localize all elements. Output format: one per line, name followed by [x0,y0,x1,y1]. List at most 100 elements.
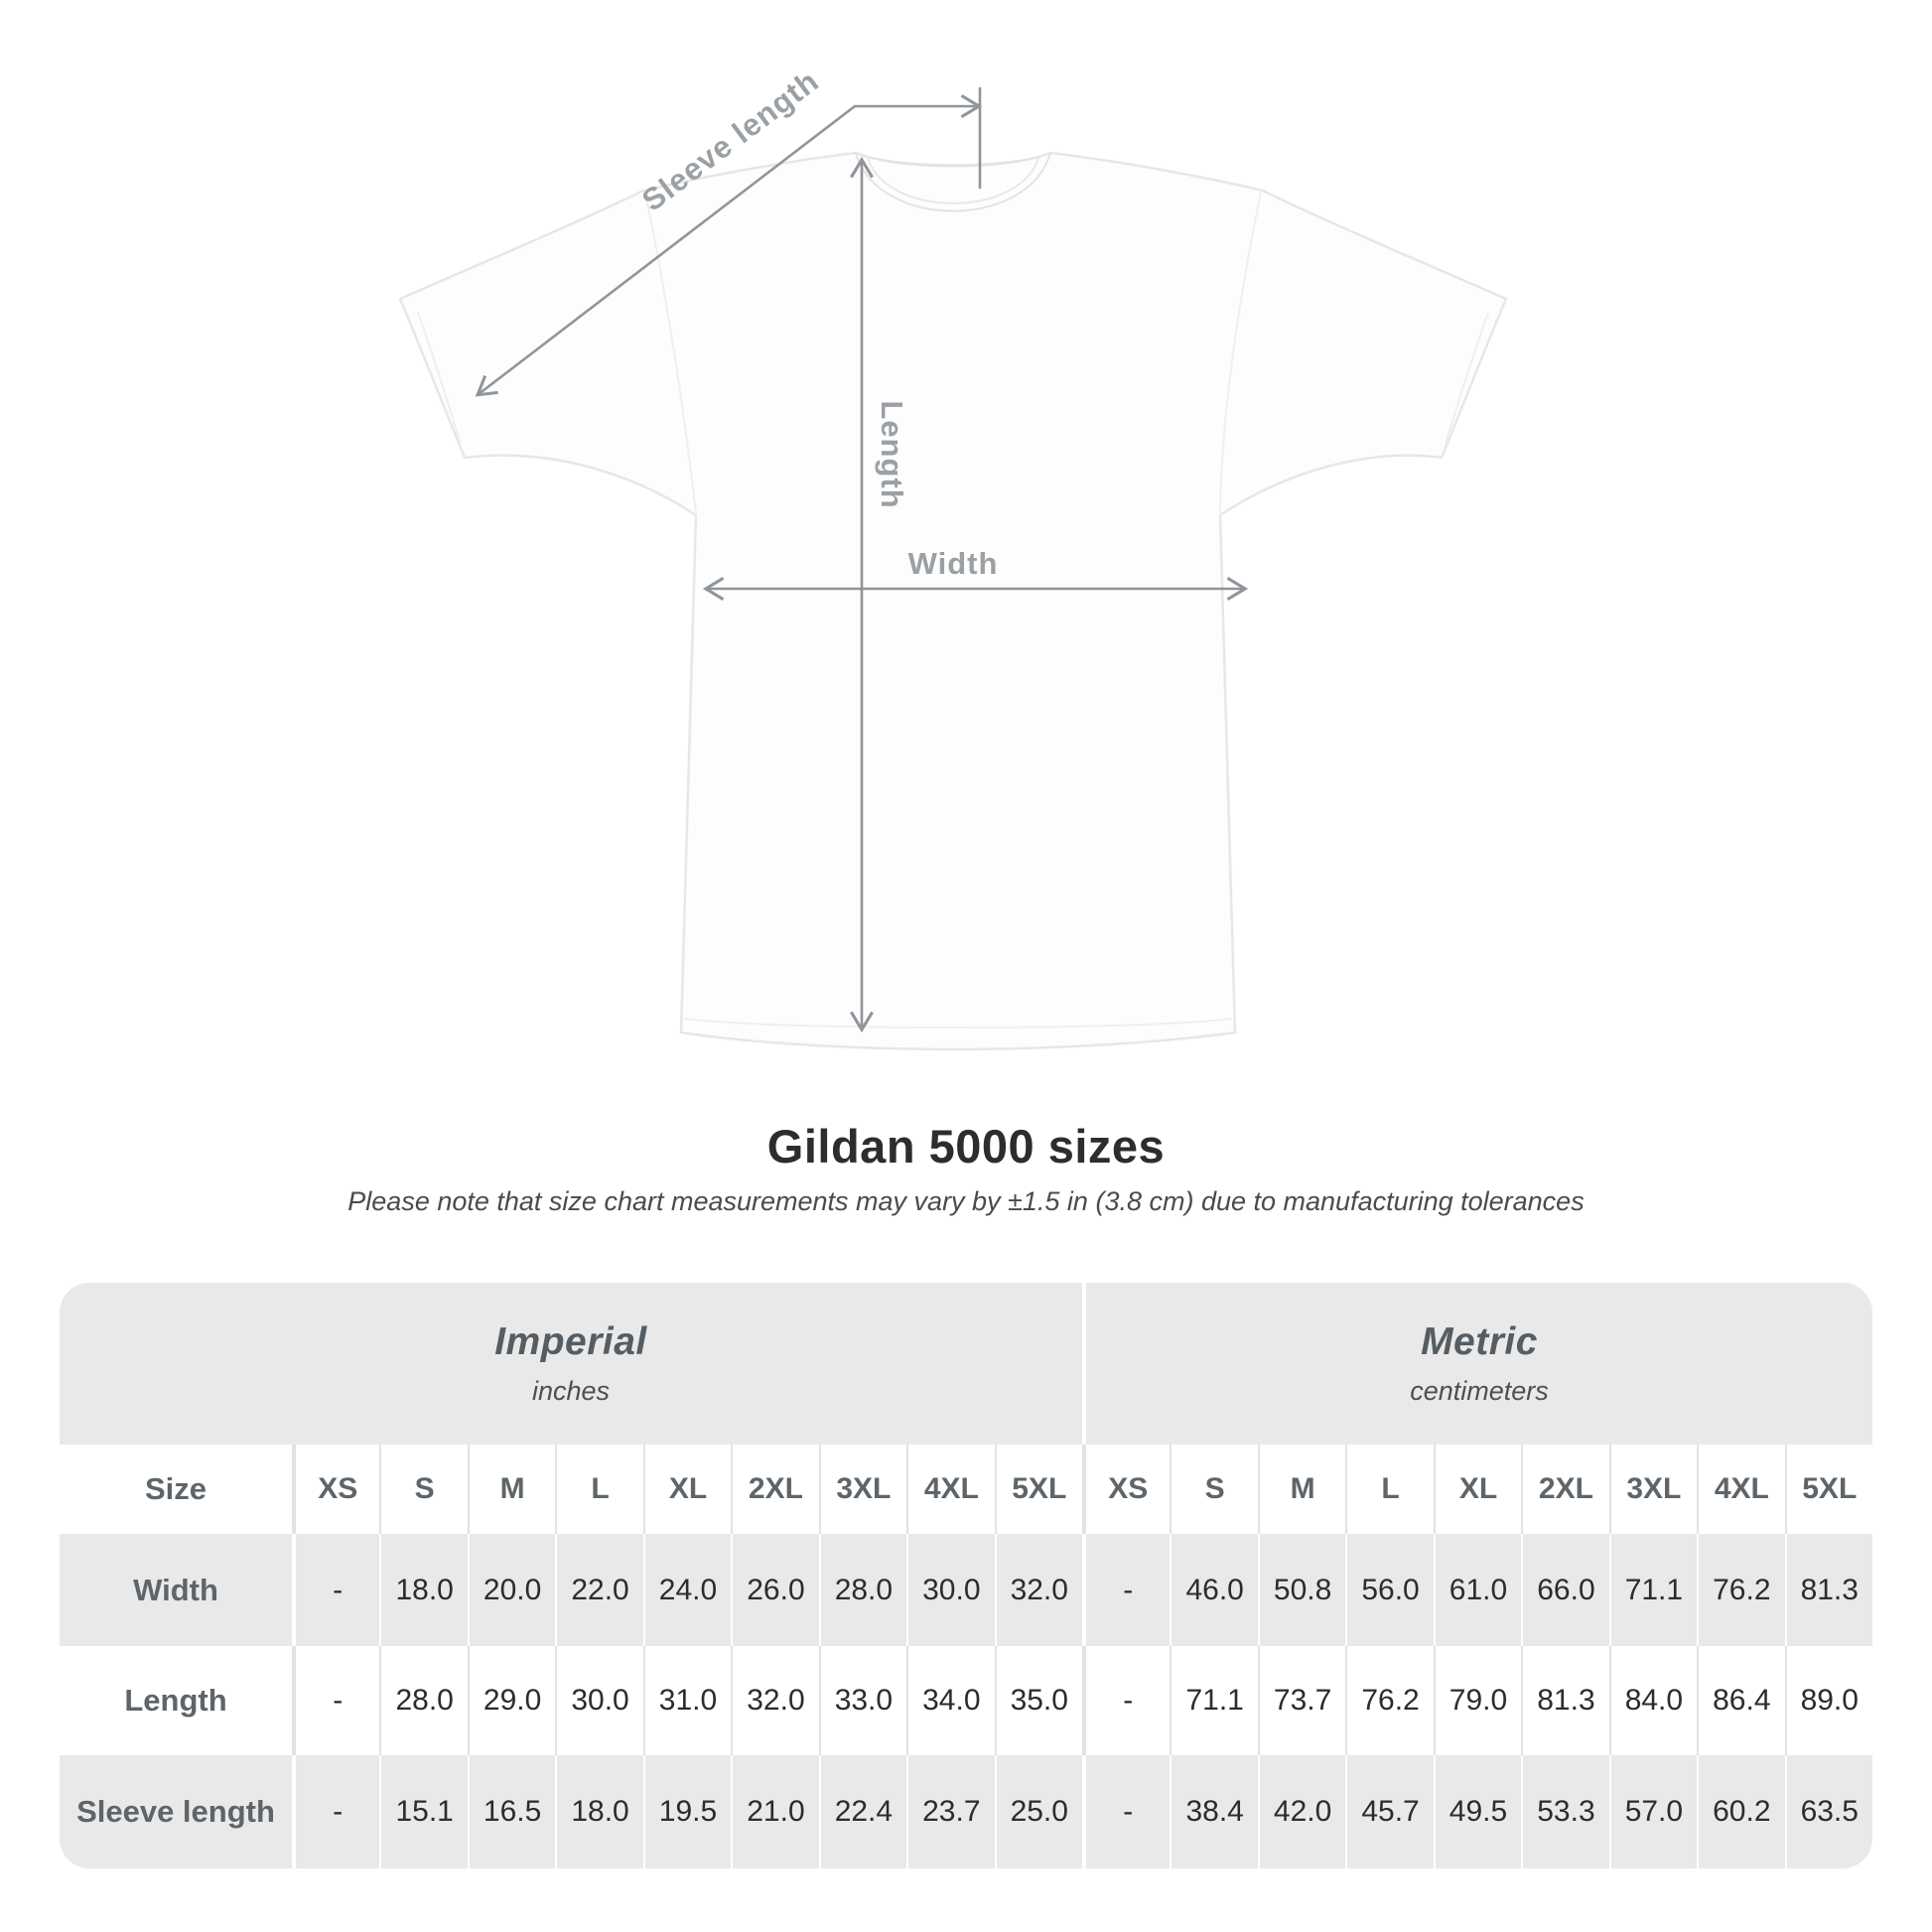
tolerance-note: Please note that size chart measurements… [347,1186,1585,1216]
tshirt-left-cuff-stitch [417,312,462,445]
size-cell: XL [642,1445,731,1534]
size-header-row: Size XS S M L XL 2XL 3XL 4XL 5XL XS S M … [60,1445,1872,1534]
value-cell: 23.7 [906,1755,994,1868]
row-label: Width [133,1572,218,1607]
length-label: Length [875,400,909,508]
size-cell: XS [1081,1445,1170,1534]
value-cell: 61.0 [1433,1534,1521,1646]
value-cell: 26.0 [731,1534,818,1646]
value-cell: - [1081,1534,1170,1646]
value-cell: 89.0 [1784,1646,1872,1755]
value-cell: - [1081,1755,1170,1868]
value-cell: 45.7 [1345,1755,1433,1868]
value-cell: 16.5 [467,1755,555,1868]
size-column-header: Size [144,1471,207,1506]
value-cell: 60.2 [1697,1755,1784,1868]
value-cell: 73.7 [1257,1646,1345,1755]
tshirt-drawing [398,151,1508,1051]
value-cell: 22.0 [555,1534,642,1646]
size-cell: M [467,1445,555,1534]
size-cell: 5XL [994,1445,1082,1534]
value-cell: 28.0 [818,1534,906,1646]
value-cell: 66.0 [1521,1534,1608,1646]
value-cell: 30.0 [906,1534,994,1646]
size-chart-table: Imperial inches Metric centimeters Size … [60,1283,1872,1868]
size-cell: S [1170,1445,1257,1534]
value-cell: 35.0 [994,1646,1082,1755]
value-cell: 18.0 [555,1755,642,1868]
tshirt-right-cuff-stitch [1445,312,1489,445]
imperial-group-title: Imperial [494,1320,647,1363]
value-cell: 21.0 [731,1755,818,1868]
unit-group-row: Imperial inches Metric centimeters [60,1283,1872,1445]
value-cell: 81.3 [1784,1534,1872,1646]
value-cell: 24.0 [642,1534,731,1646]
value-cell: 84.0 [1608,1646,1697,1755]
tshirt-hem-stitch [683,1018,1233,1029]
imperial-group-unit: inches [531,1376,611,1406]
value-cell: - [292,1646,379,1755]
table-row-width: Width - 18.0 20.0 22.0 24.0 26.0 28.0 30… [60,1534,1872,1646]
value-cell: 25.0 [994,1755,1082,1868]
value-cell: 81.3 [1521,1646,1608,1755]
value-cell: - [292,1534,379,1646]
value-cell: 79.0 [1433,1646,1521,1755]
row-label: Sleeve length [76,1794,275,1829]
value-cell: 19.5 [642,1755,731,1868]
value-cell: 32.0 [994,1534,1082,1646]
size-cell: 2XL [1521,1445,1608,1534]
size-cell: 3XL [1608,1445,1697,1534]
value-cell: 71.1 [1608,1534,1697,1646]
size-cell: M [1257,1445,1345,1534]
size-cell: XL [1433,1445,1521,1534]
sleeve-length-arrow [475,94,983,397]
value-cell: 49.5 [1433,1755,1521,1868]
page-title: Gildan 5000 sizes [766,1120,1166,1173]
metric-group-header: Metric centimeters [1082,1283,1872,1445]
value-cell: 30.0 [555,1646,642,1755]
table-row-sleeve-length: Sleeve length - 15.1 16.5 18.0 19.5 21.0… [60,1755,1872,1868]
value-cell: - [292,1755,379,1868]
tshirt-body [398,151,1508,1051]
table-row-length: Length - 28.0 29.0 30.0 31.0 32.0 33.0 3… [60,1646,1872,1755]
value-cell: 29.0 [467,1646,555,1755]
size-cell: 4XL [1697,1445,1784,1534]
value-cell: 15.1 [379,1755,467,1868]
size-cell: 5XL [1784,1445,1872,1534]
value-cell: 18.0 [379,1534,467,1646]
width-label: Width [908,546,999,581]
size-cell: 3XL [818,1445,906,1534]
value-cell: - [1081,1646,1170,1755]
value-cell: 20.0 [467,1534,555,1646]
value-cell: 22.4 [818,1755,906,1868]
size-cell: XS [292,1445,379,1534]
size-cell: 2XL [731,1445,818,1534]
imperial-group-header: Imperial inches [60,1283,1082,1445]
value-cell: 53.3 [1521,1755,1608,1868]
value-cell: 50.8 [1257,1534,1345,1646]
value-cell: 76.2 [1345,1646,1433,1755]
value-cell: 32.0 [731,1646,818,1755]
tshirt-right-sleeve-seam [1219,192,1262,514]
value-cell: 57.0 [1608,1755,1697,1868]
metric-group-title: Metric [1421,1320,1538,1363]
size-cell: L [1345,1445,1433,1534]
value-cell: 63.5 [1784,1755,1872,1868]
value-cell: 71.1 [1170,1646,1257,1755]
value-cell: 86.4 [1697,1646,1784,1755]
value-cell: 28.0 [379,1646,467,1755]
size-cell: L [555,1445,642,1534]
size-cell: 4XL [906,1445,994,1534]
value-cell: 33.0 [818,1646,906,1755]
size-cell: S [379,1445,467,1534]
value-cell: 42.0 [1257,1755,1345,1868]
tshirt-measurement-diagram: Sleeve length Length Width [398,64,1508,1051]
metric-group-unit: centimeters [1410,1376,1549,1406]
value-cell: 34.0 [906,1646,994,1755]
value-cell: 76.2 [1697,1534,1784,1646]
value-cell: 38.4 [1170,1755,1257,1868]
value-cell: 46.0 [1170,1534,1257,1646]
value-cell: 56.0 [1345,1534,1433,1646]
row-label: Length [124,1683,227,1718]
value-cell: 31.0 [642,1646,731,1755]
